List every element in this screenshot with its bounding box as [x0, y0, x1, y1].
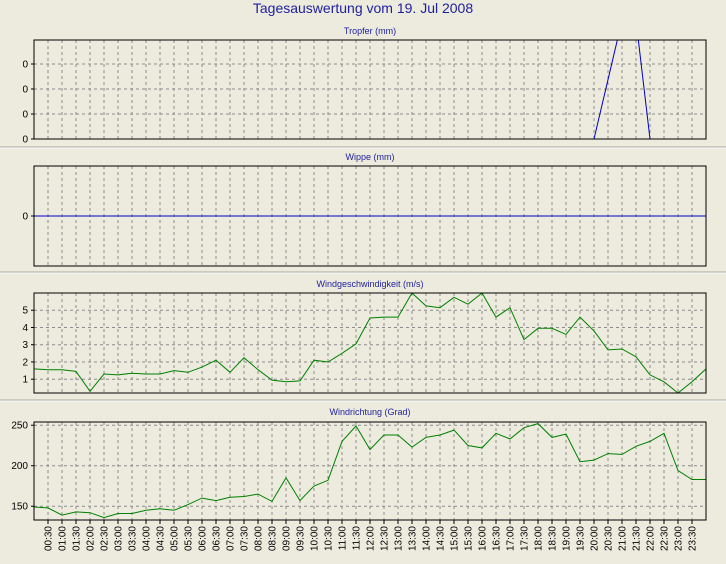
- y-tick-label: 2: [22, 357, 28, 368]
- x-tick-label: 10:30: [324, 526, 335, 551]
- x-tick-label: 03:30: [128, 526, 139, 551]
- x-tick-label: 14:00: [422, 526, 433, 551]
- x-tick-label: 16:30: [492, 526, 503, 551]
- plot-frame: [33, 292, 707, 394]
- x-tick-label: 20:30: [604, 526, 615, 551]
- x-tick-label: 06:30: [212, 526, 223, 551]
- x-tick-label: 08:00: [254, 526, 265, 551]
- page-title: Tagesauswertung vom 19. Jul 2008: [252, 0, 474, 16]
- x-tick-label: 17:00: [506, 526, 517, 551]
- x-tick-label: 05:00: [170, 526, 181, 551]
- x-tick-label: 07:30: [240, 526, 251, 551]
- x-tick-label: 07:00: [226, 526, 237, 551]
- chart-title: Windgeschwindigkeit (m/s): [316, 279, 423, 289]
- x-tick-label: 22:00: [646, 526, 657, 551]
- x-tick-label: 04:30: [156, 526, 167, 551]
- y-tick-label: 1: [22, 375, 28, 386]
- x-tick-label: 20:00: [590, 526, 601, 551]
- x-tick-label: 23:00: [674, 526, 685, 551]
- x-tick-label: 18:30: [548, 526, 559, 551]
- x-tick-label: 04:00: [142, 526, 153, 551]
- x-tick-label: 17:30: [520, 526, 531, 551]
- x-tick-label: 12:30: [380, 526, 391, 551]
- x-tick-label: 18:00: [534, 526, 545, 551]
- x-tick-label: 05:30: [184, 526, 195, 551]
- x-tick-label: 02:30: [100, 526, 111, 551]
- x-tick-label: 08:30: [268, 526, 279, 551]
- plot-frame: [33, 39, 707, 140]
- y-tick-label: 200: [11, 461, 28, 472]
- x-tick-label: 12:00: [366, 526, 377, 551]
- x-tick-label: 06:00: [198, 526, 209, 551]
- series-line: [34, 293, 706, 393]
- x-tick-label: 09:00: [282, 526, 293, 551]
- x-tick-label: 03:00: [114, 526, 125, 551]
- x-tick-label: 23:30: [688, 526, 699, 551]
- chart-title: Tropfer (mm): [344, 26, 396, 36]
- y-tick-label: 250: [11, 421, 28, 432]
- x-tick-label: 13:30: [408, 526, 419, 551]
- tropfer-chart: Tropfer (mm) 0 0 0 0: [22, 26, 707, 146]
- y-tick-label: 0: [22, 135, 28, 146]
- y-tick-label: 0: [22, 110, 28, 121]
- chart-title: Wippe (mm): [346, 152, 395, 162]
- y-tick-label: 3: [22, 340, 28, 351]
- x-tick-label: 09:30: [296, 526, 307, 551]
- plot-frame: [33, 165, 707, 267]
- x-tick-label: 22:30: [660, 526, 671, 551]
- x-tick-label: 00:30: [44, 526, 55, 551]
- y-tick-label: 0: [22, 212, 28, 223]
- y-tick-label: 0: [22, 60, 28, 71]
- x-tick-label: 01:00: [58, 526, 69, 551]
- x-tick-label: 10:00: [310, 526, 321, 551]
- y-tick-label: 4: [22, 323, 28, 334]
- x-tick-label: 19:30: [576, 526, 587, 551]
- series-line: [34, 423, 706, 519]
- x-tick-label: 19:00: [562, 526, 573, 551]
- windrichtung-chart: Windrichtung (Grad) 150 200 250: [11, 407, 707, 521]
- x-tick-label: 01:30: [72, 526, 83, 551]
- wippe-chart: Wippe (mm) 0: [22, 152, 707, 267]
- x-tick-label: 21:30: [632, 526, 643, 551]
- x-tick-label: 13:00: [394, 526, 405, 551]
- x-tick-label: 02:00: [86, 526, 97, 551]
- y-tick-label: 150: [11, 502, 28, 513]
- y-tick-label: 0: [22, 85, 28, 96]
- x-tick-label: 21:00: [618, 526, 629, 551]
- chart-title: Windrichtung (Grad): [329, 407, 410, 417]
- x-tick-label: 15:30: [464, 526, 475, 551]
- x-tick-label: 16:00: [478, 526, 489, 551]
- x-tick-label: 14:30: [436, 526, 447, 551]
- y-tick-label: 5: [22, 306, 28, 317]
- windgeschwindigkeit-chart: Windgeschwindigkeit (m/s) 1 2 3 4 5: [22, 279, 707, 394]
- x-tick-label: 11:30: [352, 526, 363, 551]
- time-axis: 00:30 01:00 01:30 02:00 02:30 03:00 03:30 04:00…: [44, 520, 699, 551]
- x-tick-label: 15:00: [450, 526, 461, 551]
- x-tick-label: 11:00: [338, 526, 349, 551]
- separators: [0, 146, 726, 402]
